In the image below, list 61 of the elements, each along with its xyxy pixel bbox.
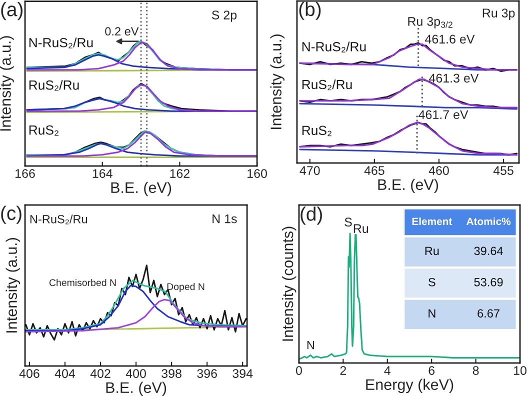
chart-subtitle: Ru 3p xyxy=(482,8,515,20)
x-axis-title: Energy (keV) xyxy=(366,378,454,394)
annotation: N xyxy=(307,341,314,350)
chart-title: (b) xyxy=(299,2,321,20)
x-axis-title: B.E. (eV) xyxy=(106,382,166,396)
series-label: N-RuS₂/Ru xyxy=(29,38,93,48)
text: Element xyxy=(412,217,452,226)
x-tick-label: 400 xyxy=(126,369,146,378)
chart-subtitle: S 2p xyxy=(212,10,237,22)
annotation: Ru 3p$_{3/2}$ xyxy=(408,17,452,28)
data-label: 53.69 xyxy=(474,278,503,286)
x-tick-label: 394 xyxy=(232,369,253,378)
x-tick-label: 465 xyxy=(364,166,384,175)
x-tick-label: 0 xyxy=(296,366,302,375)
x-tick-label: 4 xyxy=(384,366,391,375)
series-label: RuS₂/Ru xyxy=(29,80,79,91)
y-axis-title: Intensity (a.u.) xyxy=(0,36,14,131)
x-tick-label: 398 xyxy=(162,369,182,378)
x-tick-label: 10 xyxy=(514,366,526,375)
text: Atomic% xyxy=(466,217,511,226)
text: 0.2 eV xyxy=(105,27,139,36)
chart-title: (d) xyxy=(300,206,322,225)
y-axis-title: Intensity (a.u.) xyxy=(6,238,20,332)
x-tick-label: 404 xyxy=(54,369,76,378)
annotation: 461.3 eV xyxy=(428,74,479,83)
text: N-RuS₂/Ru xyxy=(30,214,88,224)
x-tick-label: 402 xyxy=(90,369,110,378)
chart-title: (a) xyxy=(1,2,23,20)
series-label: RuS₂/Ru xyxy=(302,79,352,90)
category-label: Ru xyxy=(425,246,439,256)
x-tick-label: 164 xyxy=(92,169,112,178)
x-tick-label: 406 xyxy=(19,369,40,378)
x-tick-label: 160 xyxy=(248,169,267,178)
series-label: RuS₂ xyxy=(29,125,58,136)
text: Ru xyxy=(354,224,368,233)
y-axis-title: Intensity (counts) xyxy=(282,226,296,341)
x-tick-label: 166 xyxy=(16,169,35,178)
data-label: 6.67 xyxy=(478,309,500,318)
x-tick-label: 396 xyxy=(197,369,217,378)
x-tick-label: 162 xyxy=(170,169,190,178)
x-tick-label: 2 xyxy=(340,366,346,375)
series-label: RuS₂ xyxy=(302,126,332,136)
x-axis-title: B.E. (eV) xyxy=(111,182,172,196)
data-label: 39.64 xyxy=(474,246,503,256)
annotation: Chemisorbed N xyxy=(49,278,116,286)
annotation: 461.7 eV xyxy=(418,110,468,120)
x-tick-label: 6 xyxy=(428,366,435,375)
series-label: N-RuS₂/Ru xyxy=(302,42,366,52)
chart-subtitle: N 1s xyxy=(212,214,237,224)
text: S xyxy=(344,218,352,227)
x-tick-label: 460 xyxy=(428,166,449,175)
y-axis-title: Intensity (a.u.) xyxy=(270,34,284,129)
annotation: 461.6 eV xyxy=(425,34,475,44)
category-label: N xyxy=(428,309,436,318)
x-tick-label: 470 xyxy=(300,166,320,175)
chart-title: (c) xyxy=(1,206,22,224)
x-tick-label: 8 xyxy=(472,366,479,375)
x-tick-label: 455 xyxy=(493,166,514,175)
x-axis-title: B.E. (eV) xyxy=(378,178,438,194)
category-label: S xyxy=(428,278,436,286)
annotation: Doped N xyxy=(167,282,204,292)
